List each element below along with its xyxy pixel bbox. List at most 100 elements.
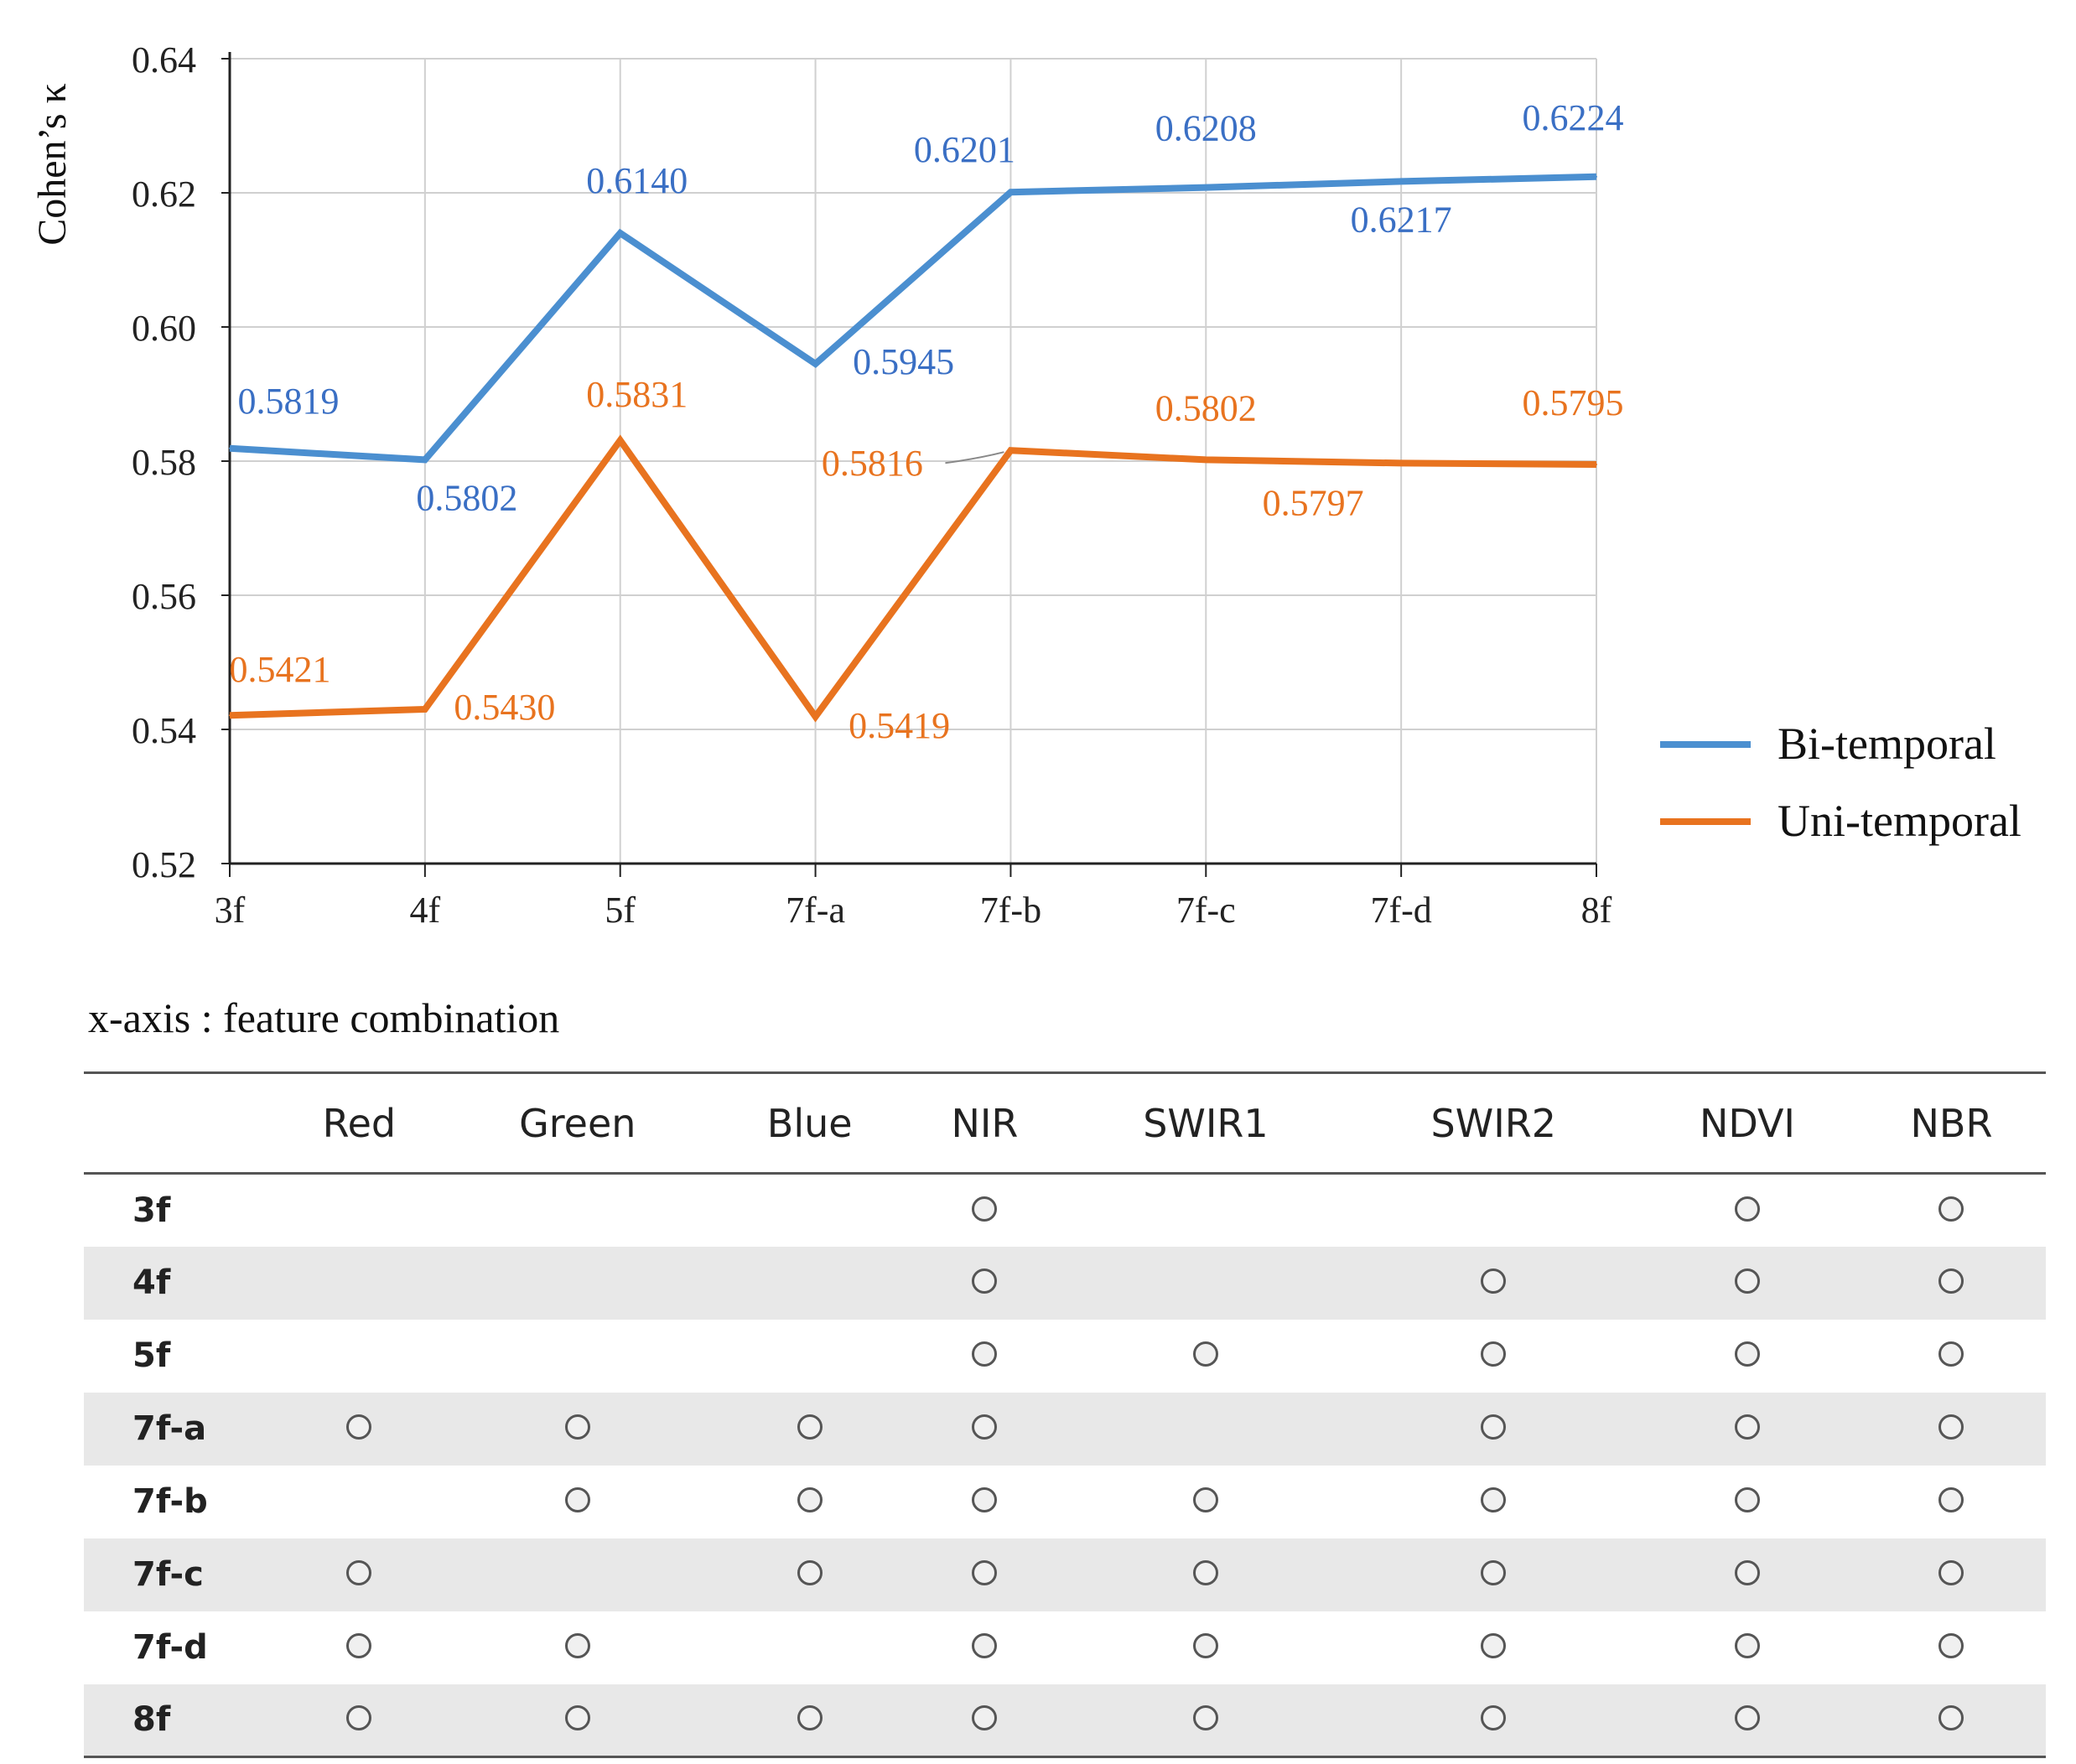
table-cell xyxy=(275,1538,444,1611)
x-axis-caption: x-axis : feature combination xyxy=(88,994,560,1041)
table-cell xyxy=(275,1466,444,1538)
table-cell xyxy=(1857,1684,2046,1757)
data-label: 0.5945 xyxy=(853,341,954,382)
table-cell xyxy=(712,1174,908,1247)
circle-mark-icon xyxy=(1481,1633,1507,1658)
y-tick-labels: 0.52 0.54 0.56 0.58 0.60 0.62 0.64 xyxy=(132,39,196,885)
data-label: 0.5797 xyxy=(1263,482,1364,523)
circle-mark-icon xyxy=(564,1487,590,1512)
table-cell xyxy=(1857,1247,2046,1320)
circle-mark-icon xyxy=(1938,1196,1964,1222)
table-cell xyxy=(444,1538,712,1611)
data-point xyxy=(423,708,426,710)
circle-mark-icon xyxy=(346,1705,372,1731)
legend-label: Uni-temporal xyxy=(1778,796,2022,846)
table-cell xyxy=(444,1247,712,1320)
table-cell xyxy=(1061,1611,1349,1684)
table-cell xyxy=(1857,1393,2046,1466)
data-point xyxy=(619,232,621,234)
table-cell xyxy=(1350,1247,1637,1320)
table-cell xyxy=(712,1538,908,1611)
table-cell xyxy=(712,1393,908,1466)
circle-mark-icon xyxy=(1938,1705,1964,1731)
leader-line xyxy=(945,451,1004,464)
table-cell xyxy=(1857,1611,2046,1684)
data-label: 0.5430 xyxy=(454,687,555,728)
table-cell xyxy=(275,1684,444,1757)
circle-mark-icon xyxy=(1734,1269,1760,1294)
table-cell xyxy=(275,1247,444,1320)
table-cell xyxy=(444,1174,712,1247)
table-cell xyxy=(1637,1174,1857,1247)
legend-label: Bi-temporal xyxy=(1778,719,1996,769)
table-cell xyxy=(1350,1320,1637,1393)
row-label: 5f xyxy=(132,1336,171,1375)
feature-combination-table: Red Green Blue NIR SWIR1 SWIR2 NDVI NBR 3f 4f 5f 7… xyxy=(84,1071,2046,1758)
data-point xyxy=(814,715,817,718)
table-row: 7f-a xyxy=(84,1392,2046,1466)
table-cell xyxy=(1637,1611,1857,1684)
table-cell xyxy=(1637,1538,1857,1611)
table-cell xyxy=(1350,1538,1637,1611)
y-tick-label: 0.52 xyxy=(132,844,196,885)
table-cell xyxy=(712,1247,908,1320)
row-label: 8f xyxy=(132,1700,171,1740)
data-label: 0.6224 xyxy=(1523,97,1624,138)
data-label: 0.5802 xyxy=(416,477,517,518)
x-tick-label: 7f-d xyxy=(1370,890,1431,931)
circle-mark-icon xyxy=(972,1196,998,1222)
table-cell xyxy=(1637,1684,1857,1757)
table-cell xyxy=(712,1684,908,1757)
line-chart: 0.52 0.54 0.56 0.58 0.60 0.62 0.64 3f 4f 5f 7f-a 7… xyxy=(30,39,2022,931)
circle-mark-icon xyxy=(1938,1341,1964,1367)
table-cell xyxy=(444,1684,712,1757)
table-cell xyxy=(444,1320,712,1393)
table-cell xyxy=(712,1320,908,1393)
row-label: 7f-a xyxy=(132,1409,207,1448)
circle-mark-icon xyxy=(1192,1633,1218,1658)
table-cell xyxy=(275,1174,444,1247)
data-label: 0.5802 xyxy=(1155,387,1257,428)
table-row: 7f-d xyxy=(84,1611,2046,1684)
circle-mark-icon xyxy=(1481,1560,1507,1585)
table-row: 7f-b xyxy=(84,1466,2046,1538)
data-label: 0.5795 xyxy=(1523,382,1624,423)
table-cell xyxy=(275,1611,444,1684)
circle-mark-icon xyxy=(346,1633,372,1658)
circle-mark-icon xyxy=(1938,1633,1964,1658)
circle-mark-icon xyxy=(564,1633,590,1658)
y-axis-label: Cohen’s κ xyxy=(30,83,75,246)
circle-mark-icon xyxy=(972,1341,998,1367)
table-cell xyxy=(908,1174,1062,1247)
series-line-uni-temporal xyxy=(229,434,1597,723)
circle-mark-icon xyxy=(1481,1487,1507,1512)
table-header-row: Red Green Blue NIR SWIR1 SWIR2 NDVI NBR xyxy=(84,1071,2046,1175)
table-cell xyxy=(908,1538,1062,1611)
y-tick-label: 0.60 xyxy=(132,308,196,349)
table-cell xyxy=(1857,1174,2046,1247)
circle-mark-icon xyxy=(1938,1269,1964,1294)
circle-mark-icon xyxy=(1938,1560,1964,1585)
circle-mark-icon xyxy=(797,1487,823,1512)
table-cell xyxy=(275,1320,444,1393)
column-header: SWIR1 xyxy=(1061,1071,1350,1175)
data-label: 0.6201 xyxy=(914,129,1015,170)
data-label: 0.6140 xyxy=(586,160,688,201)
circle-mark-icon xyxy=(1734,1705,1760,1731)
data-point xyxy=(1009,449,1012,452)
y-tick-label: 0.58 xyxy=(132,442,196,483)
table-row: 5f xyxy=(84,1320,2046,1393)
table-cell xyxy=(908,1320,1062,1393)
x-tick-labels: 3f 4f 5f 7f-a 7f-b 7f-c 7f-d 8f xyxy=(215,890,1612,931)
y-tick-label: 0.56 xyxy=(132,576,196,617)
table-cell xyxy=(1061,1684,1349,1757)
data-point xyxy=(619,439,621,442)
table-cell xyxy=(444,1611,712,1684)
circle-mark-icon xyxy=(972,1414,998,1440)
data-point xyxy=(1205,186,1207,189)
circle-mark-icon xyxy=(797,1414,823,1440)
circle-mark-icon xyxy=(564,1414,590,1440)
data-point xyxy=(229,447,231,449)
data-label: 0.6217 xyxy=(1351,199,1452,240)
row-label: 7f-c xyxy=(132,1555,204,1594)
